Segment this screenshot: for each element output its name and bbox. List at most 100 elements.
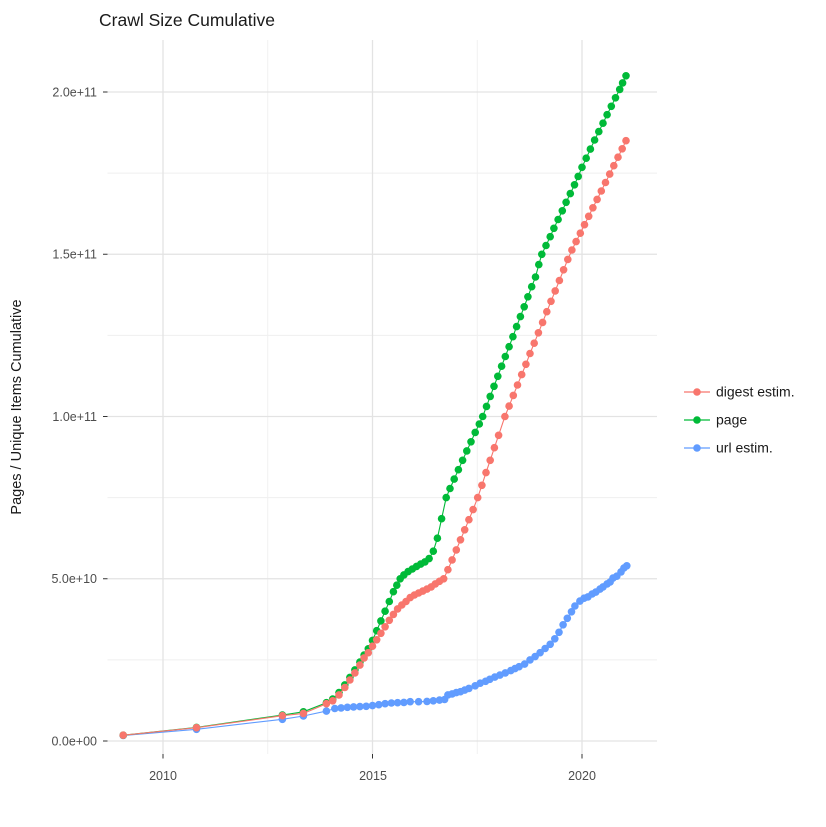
data-point	[349, 703, 358, 711]
data-point	[414, 697, 423, 706]
legend: digest estim. page url estim.	[684, 384, 795, 456]
data-point	[595, 127, 603, 136]
data-point	[452, 546, 461, 554]
data-point	[389, 610, 398, 619]
data-point	[547, 297, 555, 306]
data-point	[356, 702, 364, 711]
data-point	[593, 195, 601, 204]
data-point	[322, 707, 331, 715]
data-point	[389, 587, 398, 596]
legend-label: url estim.	[716, 440, 773, 456]
data-point	[618, 145, 626, 153]
data-point	[475, 420, 484, 428]
data-point	[381, 607, 389, 615]
data-point	[494, 431, 503, 440]
data-point	[520, 303, 528, 311]
data-point	[469, 505, 477, 514]
data-point	[377, 629, 385, 638]
data-point	[381, 623, 389, 631]
data-point	[542, 241, 550, 250]
data-point	[478, 481, 486, 490]
data-point	[524, 293, 532, 301]
data-point	[605, 170, 614, 178]
data-point	[437, 514, 446, 523]
legend-item-digest-estim: digest estim.	[684, 384, 795, 400]
data-point	[458, 456, 467, 465]
data-point	[364, 648, 373, 657]
data-point	[337, 704, 345, 712]
data-point	[299, 709, 308, 718]
data-point	[526, 349, 534, 358]
data-point	[368, 642, 377, 650]
data-point	[571, 602, 579, 610]
data-point	[486, 456, 495, 465]
series-digest-estim	[119, 136, 630, 739]
data-point	[576, 229, 585, 237]
data-point	[505, 342, 513, 351]
data-point	[328, 697, 337, 705]
data-point	[490, 382, 498, 391]
data-point	[351, 669, 359, 677]
data-point	[509, 332, 517, 341]
data-point	[562, 198, 570, 207]
data-point	[465, 515, 473, 524]
data-point	[486, 392, 495, 401]
data-point	[586, 145, 595, 153]
data-point	[522, 360, 530, 369]
data-point	[467, 438, 475, 446]
data-point	[360, 654, 368, 662]
data-point	[509, 391, 518, 400]
data-point	[589, 204, 597, 212]
data-point	[400, 698, 408, 707]
data-point	[362, 702, 371, 711]
data-point	[520, 660, 529, 668]
data-point	[599, 119, 607, 127]
data-point	[551, 635, 559, 643]
data-point	[535, 260, 543, 269]
data-point	[473, 493, 482, 502]
data-point	[119, 731, 127, 739]
data-point	[601, 178, 610, 187]
data-point	[368, 701, 377, 710]
data-point	[501, 412, 509, 421]
data-point	[331, 704, 339, 713]
data-point	[597, 187, 606, 195]
data-point	[530, 339, 538, 348]
data-point	[611, 94, 620, 102]
data-point	[335, 691, 343, 699]
data-point	[572, 237, 580, 246]
x-tick-label: 2020	[568, 769, 596, 783]
chart-title: Crawl Size Cumulative	[99, 10, 275, 30]
legend-item-url-estim: url estim.	[684, 440, 773, 456]
data-point	[538, 318, 547, 327]
data-point	[566, 189, 575, 198]
data-point	[546, 640, 554, 649]
data-point	[610, 161, 618, 170]
data-point	[564, 255, 572, 264]
data-point	[603, 110, 611, 119]
y-tick-label: 0.0e+00	[51, 735, 97, 749]
data-point	[559, 266, 568, 274]
data-point	[623, 562, 631, 570]
data-point	[322, 699, 331, 708]
data-point	[512, 322, 521, 331]
legend-label: digest estim.	[716, 384, 795, 400]
data-point	[580, 220, 589, 229]
data-point	[192, 723, 201, 732]
y-tick-label: 1.5e+11	[52, 248, 97, 262]
data-point	[393, 581, 401, 589]
data-point	[558, 207, 567, 215]
data-point	[551, 287, 559, 295]
data-point	[543, 307, 551, 316]
data-point	[482, 402, 491, 411]
data-point	[584, 212, 593, 221]
data-point	[450, 475, 459, 483]
gridlines	[107, 40, 657, 754]
data-point	[341, 683, 349, 692]
data-point	[478, 412, 487, 421]
data-point	[429, 697, 438, 705]
series-url-estim	[119, 562, 631, 740]
